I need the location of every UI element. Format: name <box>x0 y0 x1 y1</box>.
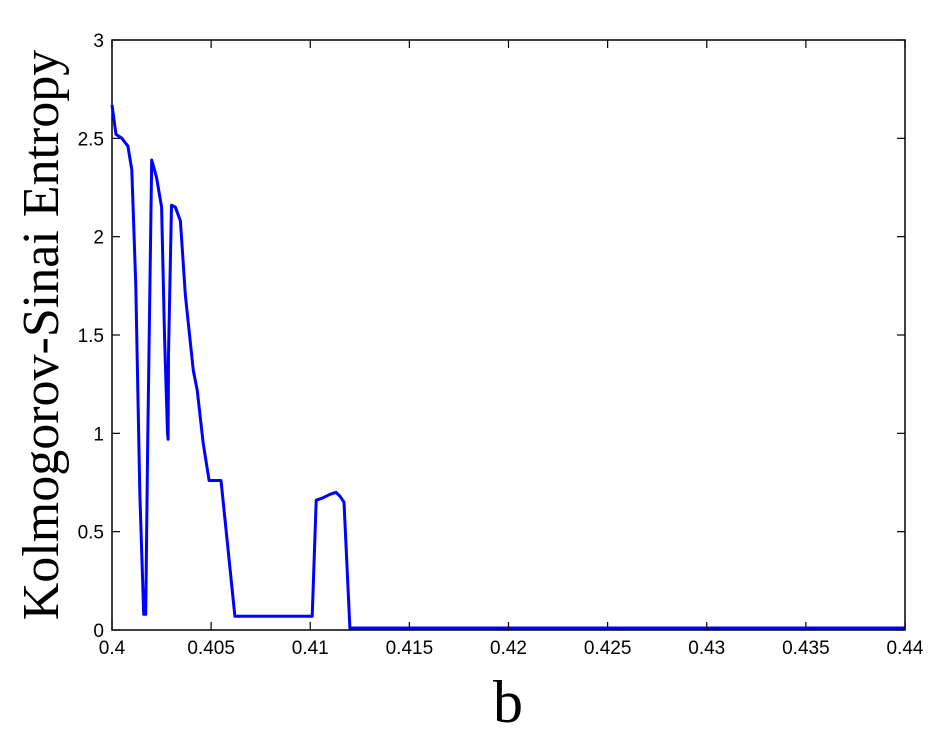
x-tick-label: 0.41 <box>292 638 329 659</box>
y-axis-title: Kolmogorov-Sinai Entropy <box>13 50 70 621</box>
y-tick-label: 0 <box>93 621 104 642</box>
y-tick-label: 3 <box>93 31 104 52</box>
series-line <box>110 104 905 630</box>
x-axis-title: b <box>493 669 523 734</box>
x-tick-label: 0.435 <box>782 638 830 659</box>
x-axis: 0.4 0.405 0.41 0.415 0.42 0.425 0.43 0.435 0.44 <box>99 40 924 659</box>
y-tick-label: 1.5 <box>78 326 104 347</box>
x-tick-label: 0.44 <box>887 638 924 659</box>
x-tick-label: 0.42 <box>490 638 527 659</box>
plot-frame <box>111 39 906 631</box>
x-tick-label: 0.43 <box>688 638 725 659</box>
x-tick-label: 0.405 <box>187 638 235 659</box>
plot-area <box>110 39 906 631</box>
y-tick-label: 1 <box>93 424 104 445</box>
x-tick-label: 0.415 <box>386 638 434 659</box>
x-tick-label: 0.425 <box>584 638 632 659</box>
y-axis: 0 0.5 1 1.5 2 2.5 3 <box>78 31 905 642</box>
y-tick-label: 2 <box>93 228 104 249</box>
x-tick-label: 0.4 <box>99 638 126 659</box>
y-tick-label: 2.5 <box>78 129 104 150</box>
y-tick-label: 0.5 <box>78 523 104 544</box>
